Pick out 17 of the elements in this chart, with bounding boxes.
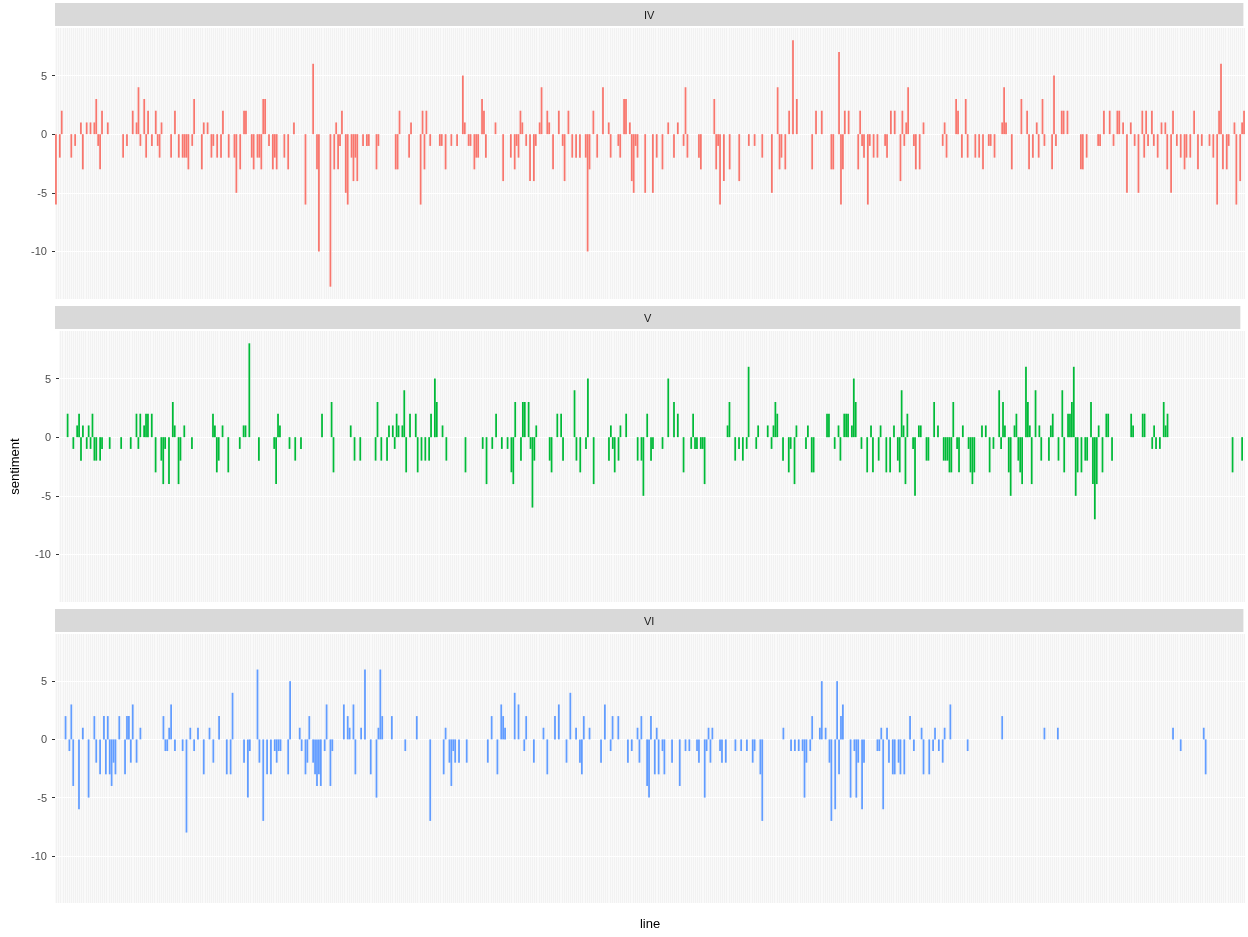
chart-title: IV <box>644 8 656 21</box>
y-tick-label: 5 <box>40 675 47 688</box>
y-tick-label: -10 <box>31 245 47 258</box>
y-tick-label: -5 <box>37 186 47 199</box>
y-tick-label: 5 <box>44 372 51 385</box>
y-tick-label: -10 <box>35 548 51 561</box>
y-tick-label: -5 <box>41 489 51 502</box>
y-axis-title: sentiment <box>7 437 22 495</box>
y-tick-label: 5 <box>40 69 47 82</box>
y-tick-label: -10 <box>31 849 47 862</box>
chart-title: VI <box>644 614 655 627</box>
x-axis-title: line <box>639 916 661 931</box>
y-tick-label: 0 <box>40 128 47 141</box>
y-tick-label: 0 <box>40 733 47 746</box>
y-tick-label: -5 <box>37 791 47 804</box>
y-tick-label: 0 <box>44 431 51 444</box>
chart-title: V <box>644 311 652 324</box>
